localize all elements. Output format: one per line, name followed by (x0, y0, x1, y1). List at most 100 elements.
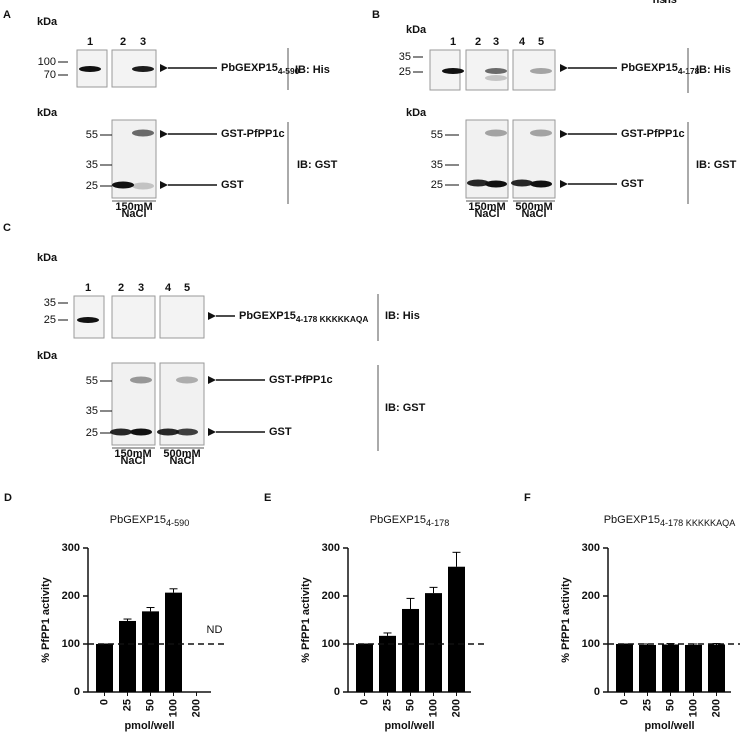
lane-number: 1 (450, 36, 456, 48)
unit-label: kDa (37, 350, 58, 362)
panel-letter: C (3, 222, 11, 234)
x-tick-label: 25 (121, 699, 133, 711)
bar (96, 644, 113, 692)
x-tick-label: 100 (427, 699, 439, 717)
ib-label: IB: GST (696, 159, 737, 171)
x-tick-label: 200 (190, 699, 202, 717)
band-label: GST (269, 426, 292, 438)
lane-number: 5 (538, 36, 544, 48)
x-axis-label: pmol/well (384, 720, 434, 732)
band-label: GST-PfPP1c (269, 374, 333, 386)
y-tick-label: 0 (594, 686, 600, 698)
band (176, 376, 198, 384)
lane-number: 4 (519, 36, 526, 48)
x-axis-label: pmol/well (124, 720, 174, 732)
marker-label: 55 (86, 129, 98, 141)
ib-label: IB: GST (297, 159, 338, 171)
marker-label: 25 (431, 179, 443, 191)
lane-number: 4 (165, 282, 172, 294)
y-axis-label: % PfPP1 activity (560, 576, 572, 662)
y-tick-label: 200 (322, 590, 340, 602)
panel-letter: A (3, 9, 11, 21)
band (530, 129, 552, 137)
lane-number: 2 (120, 36, 126, 48)
band (132, 182, 154, 190)
unit-label: kDa (37, 16, 58, 28)
bar (356, 644, 373, 692)
marker-label: 55 (86, 375, 98, 387)
significance-label: ns (664, 0, 677, 6)
band (157, 428, 179, 436)
band-label: GST (621, 178, 644, 190)
band (130, 376, 152, 384)
band (485, 68, 507, 74)
blot-box (73, 295, 105, 339)
bar (639, 644, 656, 692)
target-label-main: PbGEXP15 (221, 62, 278, 74)
panel-letter: D (4, 492, 12, 504)
ib-label: IB: His (295, 64, 330, 76)
lane-number: 3 (138, 282, 144, 294)
y-tick-label: 0 (74, 686, 80, 698)
lane-number: 2 (475, 36, 481, 48)
condition-label: 150mM (115, 201, 152, 213)
panel-letter: B (372, 9, 380, 21)
x-tick-label: 0 (98, 699, 110, 705)
condition-label: NaCl (169, 455, 194, 467)
chart-title: PbGEXP154-178 KKKKKAQA (604, 514, 737, 529)
marker-label: 35 (399, 51, 411, 63)
target-label-sub: 4-590 (278, 66, 300, 76)
lane-number: 5 (184, 282, 190, 294)
ib-label: IB: His (385, 310, 420, 322)
band (77, 317, 99, 323)
marker-label: 25 (86, 427, 98, 439)
bar (402, 608, 419, 692)
marker-label: 55 (431, 129, 443, 141)
condition-label: NaCl (121, 208, 146, 220)
x-tick-label: 200 (710, 699, 722, 717)
panel-letter: E (264, 492, 271, 504)
condition-label: NaCl (120, 455, 145, 467)
y-tick-label: 300 (582, 542, 600, 554)
x-tick-label: 25 (641, 699, 653, 711)
y-tick-label: 100 (62, 638, 80, 650)
x-tick-label: 200 (450, 699, 462, 717)
x-tick-label: 25 (381, 699, 393, 711)
lane-number: 3 (140, 36, 146, 48)
chart-title-sub: 4-590 (166, 518, 189, 528)
band (511, 179, 533, 187)
y-tick-label: 100 (322, 638, 340, 650)
target-label: PbGEXP154-178 KKKKKAQA (239, 310, 368, 324)
bar (425, 593, 442, 692)
y-tick-label: 200 (582, 590, 600, 602)
band-label: GST (221, 179, 244, 191)
significance-label: * (408, 0, 413, 6)
ib-label: IB: GST (385, 402, 426, 414)
chart-title: PbGEXP154-590 (110, 514, 190, 529)
marker-label: 35 (86, 405, 98, 417)
bar (685, 644, 702, 692)
band (485, 75, 507, 81)
chart-title: PbGEXP154-178 (370, 514, 450, 529)
band-label: GST-PfPP1c (621, 128, 685, 140)
annotation: ND (207, 624, 223, 636)
band (112, 181, 134, 189)
target-label-sub: 4-178 KKKKKAQA (296, 314, 369, 324)
band (130, 428, 152, 436)
lane-number: 1 (85, 282, 91, 294)
significance-label: * (397, 0, 402, 6)
unit-label: kDa (406, 24, 427, 36)
significance-label: ns (653, 0, 666, 6)
band (442, 68, 464, 74)
chart-title-main: PbGEXP15 (110, 514, 166, 526)
bar (448, 566, 465, 692)
chart-title-main: PbGEXP15 (370, 514, 426, 526)
band (530, 180, 552, 188)
y-tick-label: 0 (334, 686, 340, 698)
lane-number: 1 (87, 36, 93, 48)
blot-box (159, 295, 205, 339)
band (132, 129, 154, 137)
unit-label: kDa (37, 252, 58, 264)
bar (142, 611, 159, 692)
